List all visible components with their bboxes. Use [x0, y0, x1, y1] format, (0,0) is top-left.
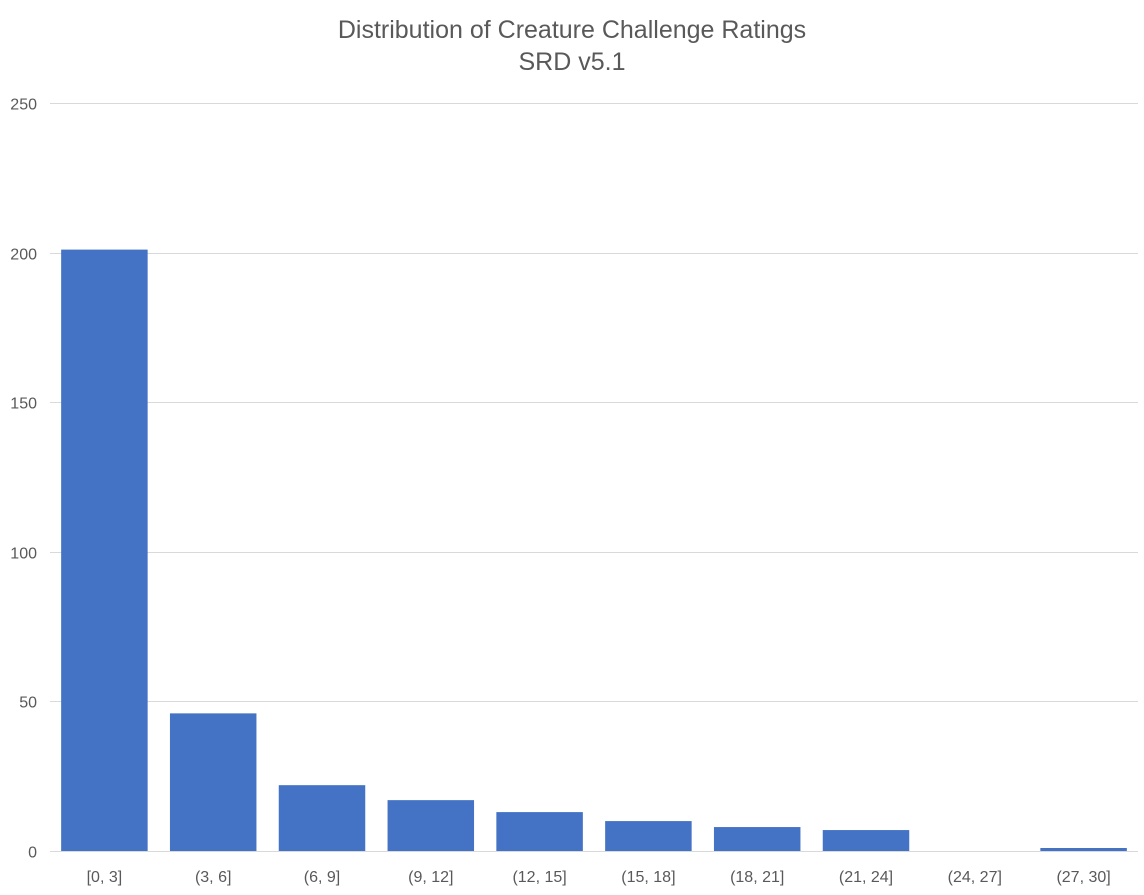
- bar: [169, 713, 257, 851]
- x-tick-label: (18, 21]: [730, 869, 784, 886]
- y-tick-label: 200: [10, 247, 37, 264]
- bar: [1040, 848, 1127, 851]
- y-tick-label: 50: [19, 695, 37, 712]
- x-tick-label: (27, 30]: [1056, 869, 1110, 886]
- y-axis-tick-labels: 0 50 100 150 200 250: [10, 97, 37, 862]
- x-tick-label: (9, 12]: [408, 869, 453, 886]
- bar: [822, 830, 910, 851]
- y-tick-label: 150: [10, 396, 37, 413]
- y-tick-label: 250: [10, 97, 37, 114]
- chart-subtitle: SRD v5.1: [518, 48, 626, 76]
- x-tick-label: (3, 6]: [195, 869, 231, 886]
- bar: [605, 821, 692, 851]
- bars: [61, 249, 1127, 851]
- x-tick-label: (15, 18]: [621, 869, 675, 886]
- chart-title: Distribution of Creature Challenge Ratin…: [337, 16, 807, 44]
- x-tick-label: (24, 27]: [948, 869, 1002, 886]
- x-axis-tick-labels: [0, 3] (3, 6] (6, 9] (9, 12] (12, 15] (15, 18…: [87, 869, 1111, 886]
- x-tick-label: (12, 15]: [512, 869, 566, 886]
- gridlines: [50, 103, 1138, 852]
- bar: [713, 827, 801, 851]
- bar: [61, 249, 148, 851]
- bar: [496, 812, 583, 851]
- bar: [387, 800, 475, 851]
- y-tick-label: 100: [10, 546, 37, 563]
- bar: [278, 785, 366, 851]
- chart-title-block: Distribution of Creature Challenge Ratin…: [0, 14, 1144, 78]
- x-tick-label: (6, 9]: [304, 869, 340, 886]
- x-tick-label: (21, 24]: [839, 869, 893, 886]
- y-tick-label: 0: [28, 845, 37, 862]
- x-tick-label: [0, 3]: [87, 869, 123, 886]
